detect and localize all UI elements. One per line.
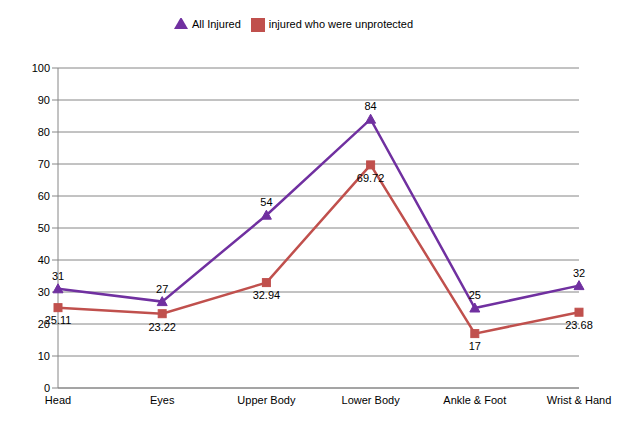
- svg-text:54: 54: [260, 196, 272, 208]
- svg-text:Head: Head: [45, 394, 71, 406]
- svg-text:30: 30: [38, 286, 50, 298]
- svg-text:Lower Body: Lower Body: [342, 394, 401, 406]
- svg-text:69.72: 69.72: [357, 172, 385, 184]
- svg-text:84: 84: [364, 100, 376, 112]
- svg-text:27: 27: [156, 283, 168, 295]
- svg-text:100: 100: [32, 62, 50, 74]
- svg-text:10: 10: [38, 350, 50, 362]
- svg-text:Upper Body: Upper Body: [237, 394, 296, 406]
- svg-text:17: 17: [469, 340, 481, 352]
- svg-text:23.68: 23.68: [565, 319, 593, 331]
- html-text:All Injured: All Injured: [191, 18, 241, 30]
- svg-text:Eyes: Eyes: [150, 394, 175, 406]
- svg-text:32: 32: [573, 267, 585, 279]
- svg-text:Wrist & Hand: Wrist & Hand: [547, 394, 612, 406]
- html-text:injured who were unprotected: injured who were unprotected: [268, 18, 414, 30]
- svg-text:25.11: 25.11: [45, 314, 72, 326]
- svg-text:25: 25: [469, 289, 481, 301]
- svg-text:32.94: 32.94: [253, 289, 281, 301]
- svg-text:60: 60: [38, 190, 50, 202]
- svg-text:80: 80: [38, 126, 50, 138]
- svg-text:50: 50: [38, 222, 50, 234]
- svg-text:90: 90: [38, 94, 50, 106]
- svg-text:23.22: 23.22: [148, 321, 176, 333]
- svg-text:31: 31: [52, 270, 64, 282]
- svg-text:0: 0: [44, 382, 50, 394]
- svg-text:70: 70: [38, 158, 50, 170]
- svg-text:Ankle & Foot: Ankle & Foot: [443, 394, 506, 406]
- svg-text:40: 40: [38, 254, 50, 266]
